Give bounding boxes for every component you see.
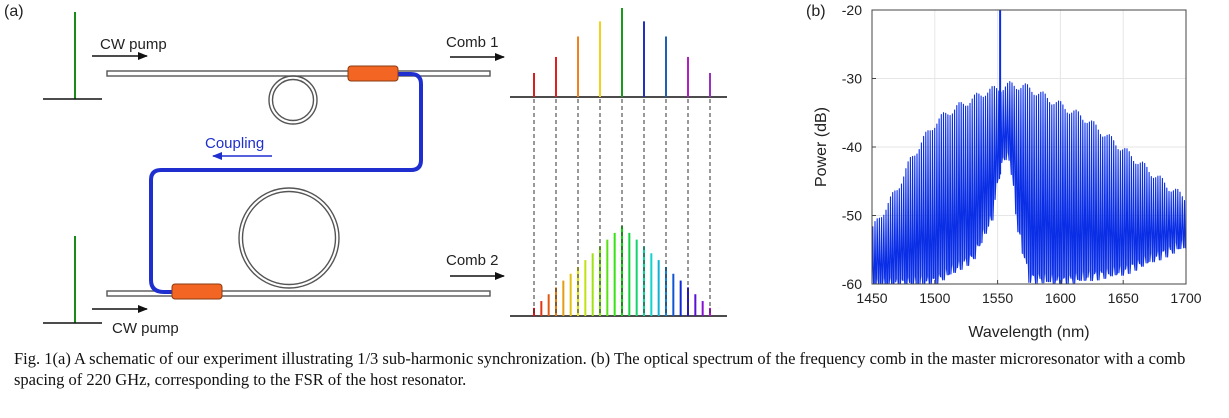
figure: (a) CW pump CW pump Coupling Comb 1 Comb…: [4, 2, 1202, 341]
comb2-lines: [533, 226, 711, 316]
x-tick-label: 1650: [1108, 290, 1139, 306]
spectrum-series: [872, 10, 1186, 284]
spectrum-line: [872, 81, 1186, 284]
x-tick-label: 1550: [982, 290, 1013, 306]
y-axis-label: Power (dB): [813, 107, 830, 187]
y-tick-label: -30: [842, 71, 862, 87]
small-ring-inner: [271, 78, 315, 122]
y-tick-label: -50: [842, 208, 862, 224]
panel-a: (a) CW pump CW pump Coupling Comb 1 Comb…: [4, 3, 727, 337]
small-ring-outer: [268, 75, 318, 125]
coupling-label: Coupling: [205, 135, 264, 152]
comb1-label: Comb 1: [446, 34, 499, 51]
coupling-fiber: [149, 72, 423, 294]
comb2-label: Comb 2: [446, 252, 499, 269]
panel-a-label: (a): [4, 3, 24, 20]
bus-waveguide-bottom: [106, 290, 491, 297]
y-tick-label: -40: [842, 139, 862, 155]
y-tick-label: -20: [842, 2, 862, 18]
comb1-lines: [533, 8, 711, 97]
cw-pump-label-bottom: CW pump: [112, 320, 179, 337]
figure-caption: Fig. 1(a) A schematic of our experiment …: [14, 349, 1186, 389]
comb-alignment-guides: [533, 99, 711, 314]
large-ring-outer: [238, 187, 340, 289]
coupler-bottom: [171, 283, 223, 300]
x-tick-label: 1500: [919, 290, 950, 306]
x-tick-label: 1450: [856, 290, 887, 306]
x-axis-label: Wavelength (nm): [968, 324, 1089, 341]
y-tick-label: -60: [842, 276, 862, 292]
x-tick-label: 1600: [1045, 290, 1076, 306]
coupler-top: [347, 65, 399, 82]
x-tick-label: 1700: [1170, 290, 1201, 306]
chart-ticks: 1450 1500 1550 1600 1650 1700 -20 -30 -40 -50 -60: [842, 2, 1202, 306]
bus-waveguide-top: [106, 70, 491, 77]
cw-pump-label-top: CW pump: [100, 36, 167, 53]
large-ring-inner: [241, 190, 337, 286]
panel-b: (b) 1450 1500 1550 1600 1650 1700 -20 -30 -40 -50…: [806, 2, 1202, 341]
panel-b-label: (b): [806, 3, 826, 20]
